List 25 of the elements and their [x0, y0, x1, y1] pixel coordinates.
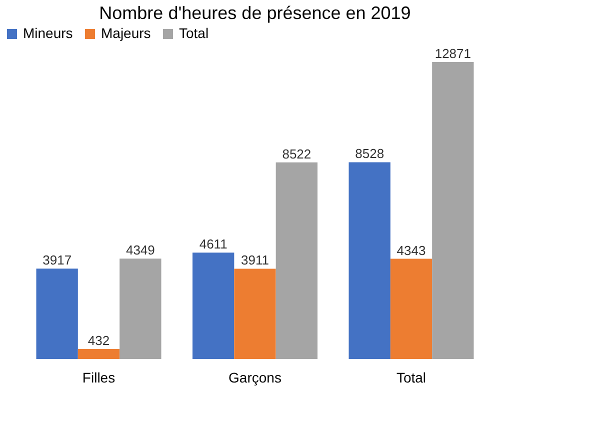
x-tick-label: Filles	[82, 370, 116, 386]
bar	[390, 258, 432, 359]
bar	[192, 252, 234, 359]
data-label: 8522	[282, 146, 312, 162]
bar	[276, 162, 318, 359]
bar	[348, 162, 390, 359]
data-label: 4611	[199, 236, 228, 252]
data-label: 3917	[42, 252, 72, 268]
bar	[234, 268, 276, 359]
data-label: 432	[88, 333, 110, 348]
data-label: 8528	[355, 146, 384, 162]
bar	[432, 62, 474, 359]
data-label: 4343	[396, 242, 426, 258]
data-label: 12871	[434, 46, 471, 61]
chart-title: Nombre d'heures de présence en 2019	[99, 3, 411, 23]
bar	[120, 258, 162, 359]
x-tick-label: Garçons	[228, 370, 282, 386]
bar	[78, 349, 120, 359]
legend-label: Majeurs	[101, 25, 151, 41]
legend-label: Mineurs	[23, 25, 73, 41]
legend-label: Total	[179, 25, 209, 41]
data-label: 4349	[126, 242, 155, 258]
bar	[36, 268, 78, 359]
x-tick-label: Total	[396, 370, 426, 386]
data-label: 3911	[241, 252, 269, 268]
